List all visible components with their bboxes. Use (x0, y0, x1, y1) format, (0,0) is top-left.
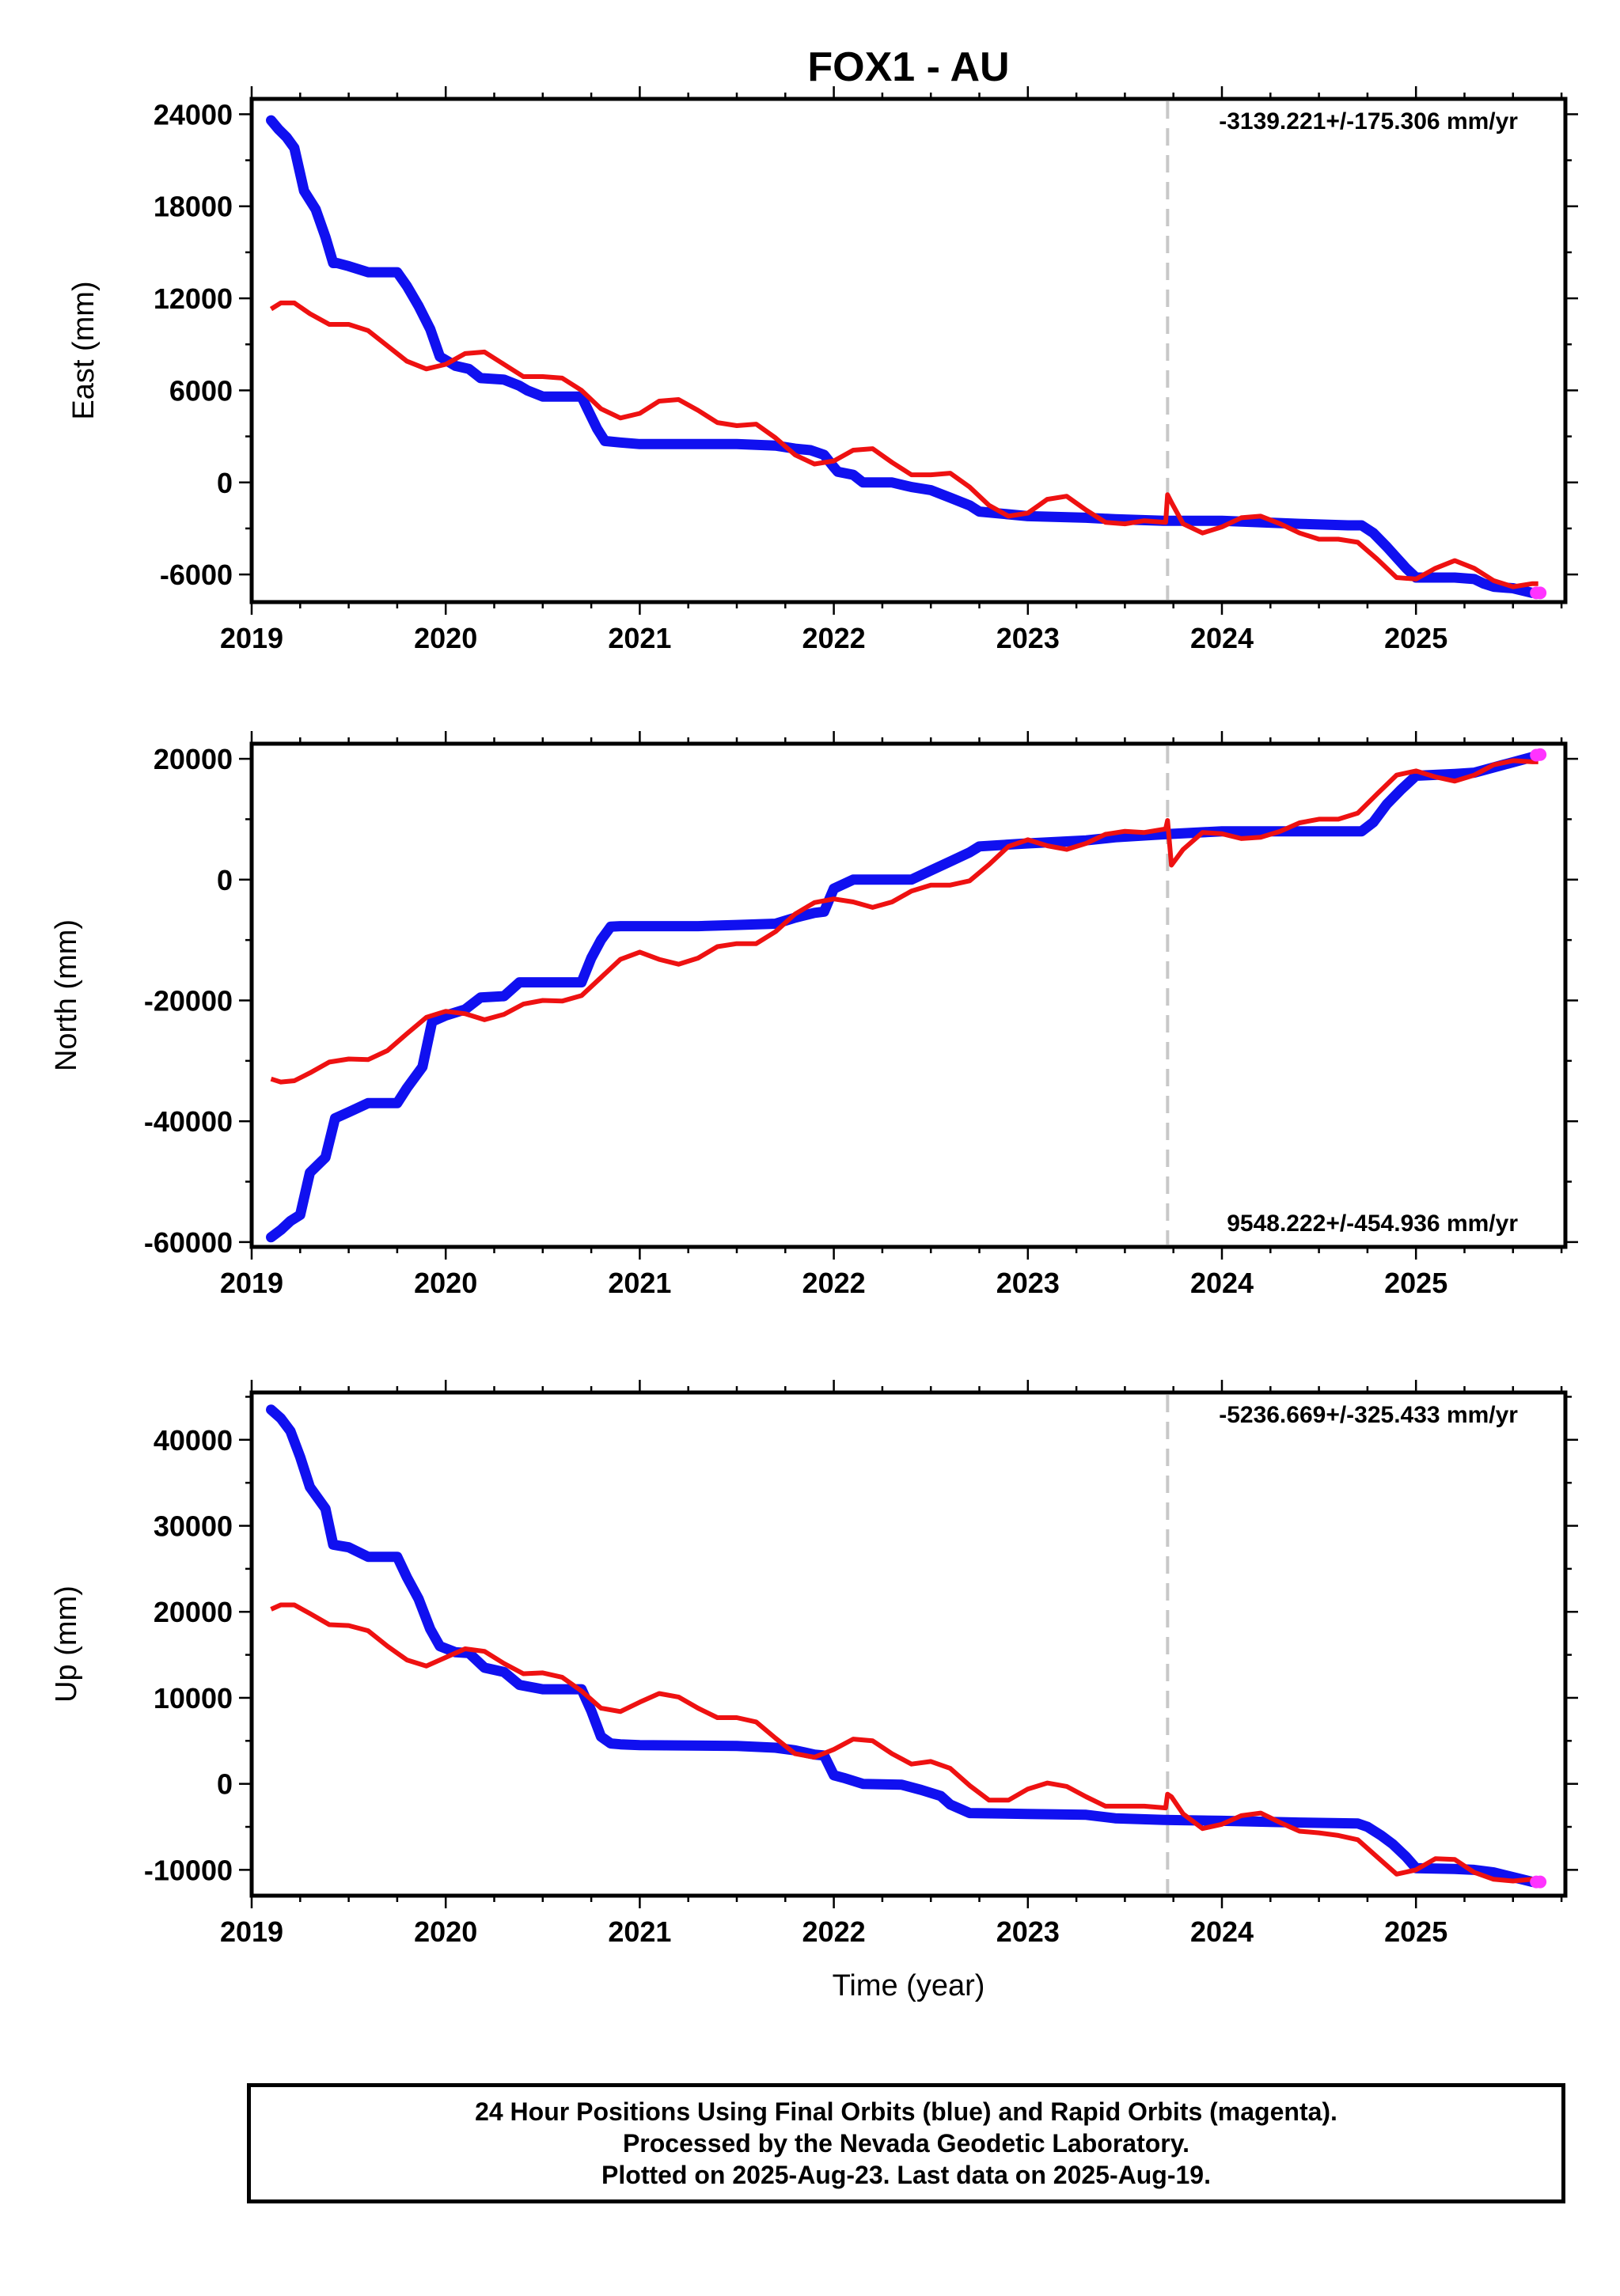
velocity-label: 9548.222+/-454.936 mm/yr (1227, 1211, 1518, 1237)
plot-frame (249, 97, 1568, 604)
velocity-label: -5236.669+/-325.433 mm/yr (1219, 1402, 1518, 1428)
x-tick-label: 2020 (414, 1915, 477, 1948)
y-tick-label: 0 (217, 1768, 233, 1801)
panel-up: 2019 2020 2021 2022 2023 2024 2025 -10000 0 10000… (50, 1380, 1578, 1948)
page-title: FOX1 - AU (807, 44, 1009, 90)
footer-box: 24 Hour Positions Using Final Orbits (bl… (247, 2083, 1565, 2203)
x-tick-label: 2025 (1384, 1267, 1447, 1299)
y-tick-label: -6000 (160, 559, 233, 591)
final-orbit-series (266, 1404, 1544, 1888)
series-group (266, 115, 1547, 600)
x-tick-label: 2019 (220, 622, 283, 654)
y-axis-label: East (mm) (67, 281, 101, 419)
y-tick-label: 20000 (154, 743, 233, 775)
x-tick-label: 2024 (1190, 1915, 1254, 1948)
series-group (266, 1404, 1547, 1889)
x-tick-label: 2021 (608, 622, 671, 654)
y-tick-label: 6000 (169, 374, 233, 407)
tick-marks (239, 86, 1578, 615)
x-tick-label: 2024 (1190, 1267, 1254, 1299)
tick-marks (239, 731, 1578, 1260)
x-tick-label: 2021 (608, 1267, 671, 1299)
footer-line: 24 Hour Positions Using Final Orbits (bl… (475, 2097, 1337, 2126)
y-tick-label: -20000 (144, 984, 233, 1017)
y-tick-label: 20000 (154, 1596, 233, 1628)
y-tick-label: -10000 (144, 1854, 233, 1886)
x-tick-label: 2023 (996, 622, 1060, 654)
y-tick-label: -60000 (144, 1226, 233, 1259)
y-tick-label: 12000 (154, 282, 233, 315)
rapid-orbit-point (1534, 1875, 1547, 1889)
footer-line: Plotted on 2025-Aug-23. Last data on 202… (601, 2161, 1211, 2189)
x-tick-label: 2023 (996, 1915, 1060, 1948)
tick-labels: 2019 2020 2021 2022 2023 2024 2025 -6000 0 6000 12… (154, 98, 1447, 654)
final-orbit-series (266, 750, 1544, 1243)
x-axis-label: Time (year) (833, 1969, 985, 2002)
y-tick-label: 18000 (154, 191, 233, 223)
y-tick-label: 40000 (154, 1424, 233, 1457)
x-tick-label: 2025 (1384, 622, 1447, 654)
y-axis-label: North (mm) (50, 919, 83, 1071)
x-tick-label: 2020 (414, 622, 477, 654)
y-tick-label: 10000 (154, 1682, 233, 1714)
x-tick-label: 2019 (220, 1267, 283, 1299)
x-tick-label: 2025 (1384, 1915, 1447, 1948)
tick-marks (239, 1380, 1578, 1908)
x-tick-label: 2022 (802, 1267, 866, 1299)
velocity-label: -3139.221+/-175.306 mm/yr (1219, 108, 1518, 135)
x-tick-label: 2023 (996, 1267, 1060, 1299)
rapid-orbit-point (1534, 748, 1547, 761)
series-group (266, 748, 1547, 1243)
x-tick-label: 2024 (1190, 622, 1254, 654)
y-tick-label: 30000 (154, 1510, 233, 1543)
x-tick-label: 2022 (802, 1915, 866, 1948)
y-tick-label: -40000 (144, 1105, 233, 1138)
rapid-orbit-point (1534, 586, 1547, 600)
x-tick-label: 2022 (802, 622, 866, 654)
plot-frame (249, 1390, 1568, 1898)
model-fit-series (270, 1602, 1539, 1884)
y-axis-label: Up (mm) (50, 1586, 83, 1703)
panel-east: 2019 2020 2021 2022 2023 2024 2025 -6000 0 6000 12… (67, 86, 1578, 654)
footer-line: Processed by the Nevada Geodetic Laborat… (622, 2129, 1190, 2158)
model-fit-series (269, 300, 1538, 589)
x-tick-label: 2021 (608, 1915, 671, 1948)
tick-labels: 2019 2020 2021 2022 2023 2024 2025 -60000 -40000… (144, 743, 1447, 1299)
model-fit-series (270, 758, 1538, 1085)
final-orbit-series (266, 115, 1544, 598)
x-tick-label: 2020 (414, 1267, 477, 1299)
panel-north: 2019 2020 2021 2022 2023 2024 2025 -60000 -40000… (50, 731, 1578, 1299)
y-tick-label: 0 (217, 864, 233, 896)
x-tick-label: 2019 (220, 1915, 283, 1948)
y-tick-label: 24000 (154, 98, 233, 131)
tick-labels: 2019 2020 2021 2022 2023 2024 2025 -10000 0 10000… (144, 1424, 1447, 1948)
plot-frame (249, 741, 1568, 1249)
y-tick-label: 0 (217, 467, 233, 499)
